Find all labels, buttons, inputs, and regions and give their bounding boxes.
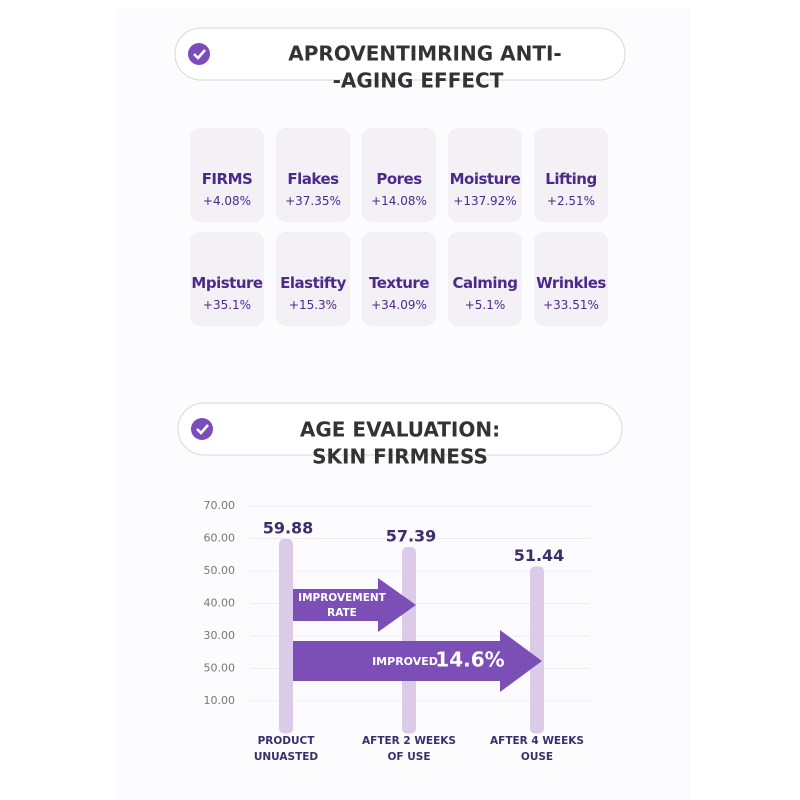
bar xyxy=(402,546,416,734)
tile-name: Texture xyxy=(368,274,430,292)
y-tick-label: 10.00 xyxy=(204,694,236,707)
tile-value: +5.1% xyxy=(464,298,506,312)
metric-tile: Calming +5.1% xyxy=(448,232,522,326)
check-mark xyxy=(196,424,209,435)
metric-tile: Pores +14.08% xyxy=(362,128,436,222)
tile-value: +35.1% xyxy=(202,298,252,312)
tile-name: Lifting xyxy=(545,170,597,188)
x-tick-label: AFTER 2 WEEKS OF USE xyxy=(362,735,456,763)
check-icon xyxy=(191,418,213,440)
chart-title: SKIN FIRMNESS xyxy=(312,445,488,469)
heading-pill xyxy=(174,27,626,81)
tile-name: FIRMS xyxy=(201,170,253,188)
value-label: 57.39 xyxy=(386,526,437,545)
tile-value: +14.08% xyxy=(371,194,427,208)
value-label: 59.88 xyxy=(263,518,314,537)
arrow-highlight: 14.6% xyxy=(435,648,504,672)
metric-tile: FIRMS +4.08% xyxy=(190,128,264,222)
metric-tile: Mpisture +35.1% xyxy=(190,232,264,326)
tile-name: Wrinkles xyxy=(536,274,606,292)
check-mark xyxy=(193,49,206,60)
tile-name: Pores xyxy=(376,170,422,188)
y-tick-label: 60.00 xyxy=(204,532,236,545)
arrow-label: IMPROVEMENT xyxy=(298,592,386,604)
tile-name: Flakes xyxy=(287,170,339,188)
metric-tile: Texture +34.09% xyxy=(362,232,436,326)
arrow-label: IMPROVED xyxy=(372,655,438,668)
metric-tile: Lifting +2.51% xyxy=(534,128,608,222)
y-tick-label: 50.00 xyxy=(204,662,236,675)
tile-value: +33.51% xyxy=(543,298,599,312)
metric-tile: Moisture +137.92% xyxy=(448,128,522,222)
arrow xyxy=(293,630,542,692)
tile-name: Mpisture xyxy=(191,274,263,292)
chart-title: AGE EVALUATION: xyxy=(300,418,500,442)
x-tick-label: AFTER 4 WEEKS OUSE xyxy=(490,735,584,763)
heading-pill xyxy=(177,402,623,456)
tile-value: +137.92% xyxy=(453,194,517,208)
check-icon xyxy=(188,43,210,65)
arrow xyxy=(293,578,416,632)
metric-tile: Flakes +37.35% xyxy=(276,128,350,222)
heading-line: -AGING EFFECT xyxy=(333,69,504,93)
bar xyxy=(530,566,544,734)
tile-value: +15.3% xyxy=(288,298,338,312)
heading-line: APROVENTIMRING ANTI- xyxy=(288,42,561,66)
y-tick-label: 30.00 xyxy=(204,629,236,642)
tile-name: Moisture xyxy=(449,170,521,188)
metric-tile: Wrinkles +33.51% xyxy=(534,232,608,326)
tile-value: +37.35% xyxy=(285,194,341,208)
value-label: 51.44 xyxy=(514,546,565,565)
metric-tile: Elastifty +15.3% xyxy=(276,232,350,326)
y-tick-label: 70.00 xyxy=(204,499,236,512)
tile-value: +2.51% xyxy=(546,194,596,208)
arrow-label: RATE xyxy=(327,607,357,619)
tile-value: +4.08% xyxy=(202,194,252,208)
y-tick-label: 40.00 xyxy=(204,597,236,610)
tile-name: Elastifty xyxy=(280,274,346,292)
bar xyxy=(279,538,293,734)
tile-value: +34.09% xyxy=(371,298,427,312)
y-tick-label: 50.00 xyxy=(204,564,236,577)
x-tick-label: PRODUCT UNUASTED xyxy=(253,735,319,763)
tile-name: Calming xyxy=(452,274,518,292)
